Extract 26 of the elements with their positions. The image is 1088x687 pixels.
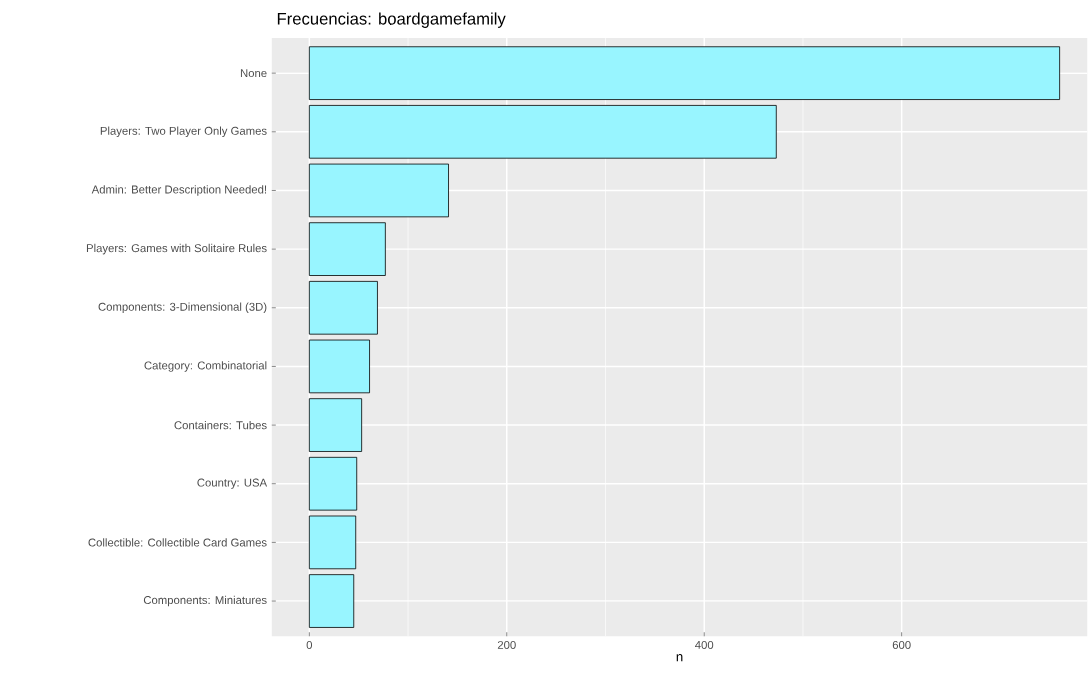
- chart-title: Frecuencias: boardgamefamily: [277, 12, 506, 28]
- bar: [308, 222, 386, 276]
- bar: [308, 515, 357, 570]
- y-tick-label: Players: Two Player Only Games: [100, 126, 267, 138]
- bar: [308, 574, 355, 628]
- y-tick-label: Components: Miniatures: [143, 595, 267, 607]
- bar: [308, 339, 370, 394]
- y-tick-label: None: [240, 69, 267, 78]
- y-tick-label: Category: Combinatorial: [144, 361, 267, 372]
- y-tick-label: Country: USA: [197, 478, 268, 489]
- y-tick-label: Containers: Tubes: [174, 420, 267, 430]
- bar: [308, 46, 1061, 101]
- x-tick-label: 0: [306, 641, 313, 650]
- bar: [308, 457, 358, 511]
- y-tick-label: Components: 3-Dimensional (3D): [98, 302, 267, 314]
- x-tick-label: 200: [497, 641, 516, 650]
- y-tick-label: Players: Games with Solitaire Rules: [86, 243, 267, 255]
- bar: [308, 281, 378, 335]
- x-tick-label: 600: [892, 641, 911, 650]
- bar: [308, 398, 363, 452]
- bar: [308, 163, 449, 218]
- y-tick-label: Admin: Better Description Needed!: [91, 185, 267, 196]
- x-tick-label: 400: [695, 641, 714, 650]
- x-axis-title: n: [676, 654, 683, 662]
- y-tick-label: Collectible: Collectible Card Games: [88, 538, 267, 547]
- bar: [308, 105, 777, 159]
